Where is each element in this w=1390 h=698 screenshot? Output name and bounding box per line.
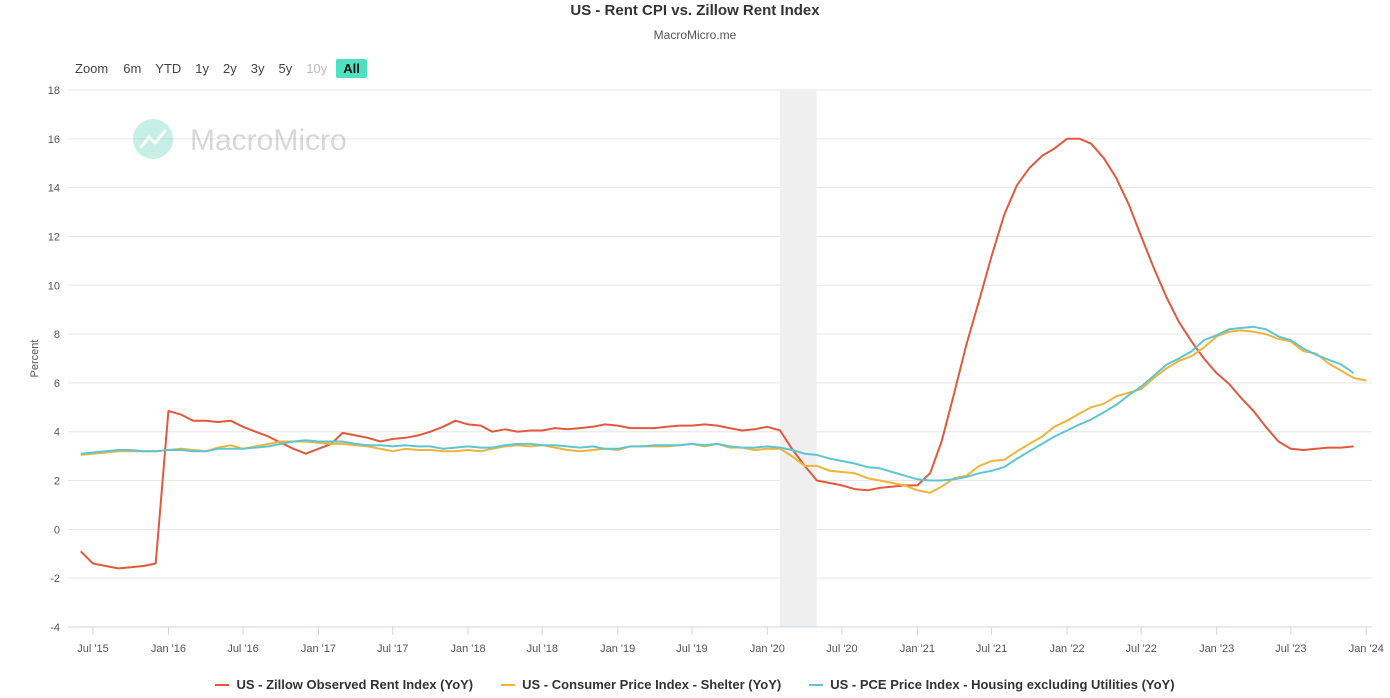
y-tick-label: 4 xyxy=(54,427,60,439)
x-tick-label: Jul '16 xyxy=(227,643,258,655)
x-tick-label: Jul '20 xyxy=(826,643,857,655)
y-tick-label: 2 xyxy=(54,476,60,488)
x-tick-label: Jul '19 xyxy=(676,643,707,655)
x-tick-label: Jul '18 xyxy=(527,643,558,655)
recession-band xyxy=(780,90,817,627)
y-tick-label: -2 xyxy=(50,573,60,585)
zoom-ytd-button[interactable]: YTD xyxy=(155,60,182,76)
y-axis-title: Percent xyxy=(29,340,41,378)
axes: -4 -2 0 2 4 6 8 10 12 14 16 18 Jul '15 Jan '16 Jul '16… xyxy=(29,85,1384,655)
x-tick-label: Jul '15 xyxy=(77,643,108,655)
y-tick-label: 0 xyxy=(54,524,60,536)
y-tick-label: 10 xyxy=(48,280,60,292)
x-tick-label: Jul '23 xyxy=(1275,643,1306,655)
y-tick-label: 12 xyxy=(48,231,60,243)
x-tick-label: Jan '22 xyxy=(1049,643,1084,655)
legend: US - Zillow Observed Rent Index (YoY) US … xyxy=(0,677,1390,692)
y-tick-label: 16 xyxy=(48,134,60,146)
x-tick-label: Jan '21 xyxy=(900,643,935,655)
y-tick-label: 18 xyxy=(48,85,60,97)
zoom-3y-button[interactable]: 3y xyxy=(250,60,265,76)
legend-swatch xyxy=(809,683,824,686)
x-tick-label: Jan '18 xyxy=(451,643,486,655)
x-tick-label: Jan '17 xyxy=(301,643,336,655)
legend-item-1[interactable]: US - Consumer Price Index - Shelter (YoY… xyxy=(501,677,781,692)
macromicro-watermark: MacroMicro xyxy=(133,119,347,159)
x-tick-label: Jul '17 xyxy=(377,643,408,655)
y-tick-label: 14 xyxy=(48,183,60,195)
zoom-6m-button[interactable]: 6m xyxy=(123,60,142,76)
series-line-1[interactable] xyxy=(80,329,1367,494)
zoom-10y-button[interactable]: 10y xyxy=(306,60,328,76)
y-tick-label: 6 xyxy=(54,378,60,390)
watermark-text: MacroMicro xyxy=(190,124,347,157)
legend-swatch xyxy=(501,683,516,686)
x-tick-label: Jan '16 xyxy=(151,643,186,655)
legend-label: US - Consumer Price Index - Shelter (YoY… xyxy=(522,677,782,692)
legend-label: US - Zillow Observed Rent Index (YoY) xyxy=(236,677,474,692)
chart-title: US - Rent CPI vs. Zillow Rent Index xyxy=(570,2,820,19)
legend-item-2[interactable]: US - PCE Price Index - Housing excluding… xyxy=(809,677,1175,692)
recession-shading xyxy=(780,90,817,627)
x-tick-label: Jan '23 xyxy=(1199,643,1234,655)
zoom-range-selector: Zoom 6m YTD 1y 2y 3y 5y 10y All xyxy=(75,58,371,78)
macromicro-logo-icon xyxy=(133,119,173,159)
y-tick-label: -4 xyxy=(50,622,60,634)
x-tick-label: Jul '21 xyxy=(976,643,1007,655)
zoom-label: Zoom xyxy=(75,60,109,76)
x-tick-label: Jan '19 xyxy=(600,643,635,655)
x-tick-label: Jan '20 xyxy=(750,643,785,655)
chart-subtitle: MacroMicro.me xyxy=(653,28,737,42)
gridlines xyxy=(68,89,1372,628)
zoom-5y-button[interactable]: 5y xyxy=(278,60,293,76)
series-lines xyxy=(79,137,1367,570)
zoom-all-button[interactable]: All xyxy=(336,58,367,78)
legend-item-0[interactable]: US - Zillow Observed Rent Index (YoY) xyxy=(215,677,473,692)
y-tick-label: 8 xyxy=(54,329,60,341)
zoom-2y-button[interactable]: 2y xyxy=(223,60,237,76)
x-tick-label: Jul '22 xyxy=(1125,643,1156,655)
series-line-0[interactable] xyxy=(79,137,1354,570)
zoom-1y-button[interactable]: 1y xyxy=(195,60,210,76)
legend-label: US - PCE Price Index - Housing excluding… xyxy=(830,677,1175,692)
series-line-2[interactable] xyxy=(80,325,1355,482)
legend-swatch xyxy=(215,683,230,686)
x-tick-label: Jan '24 xyxy=(1349,643,1384,655)
